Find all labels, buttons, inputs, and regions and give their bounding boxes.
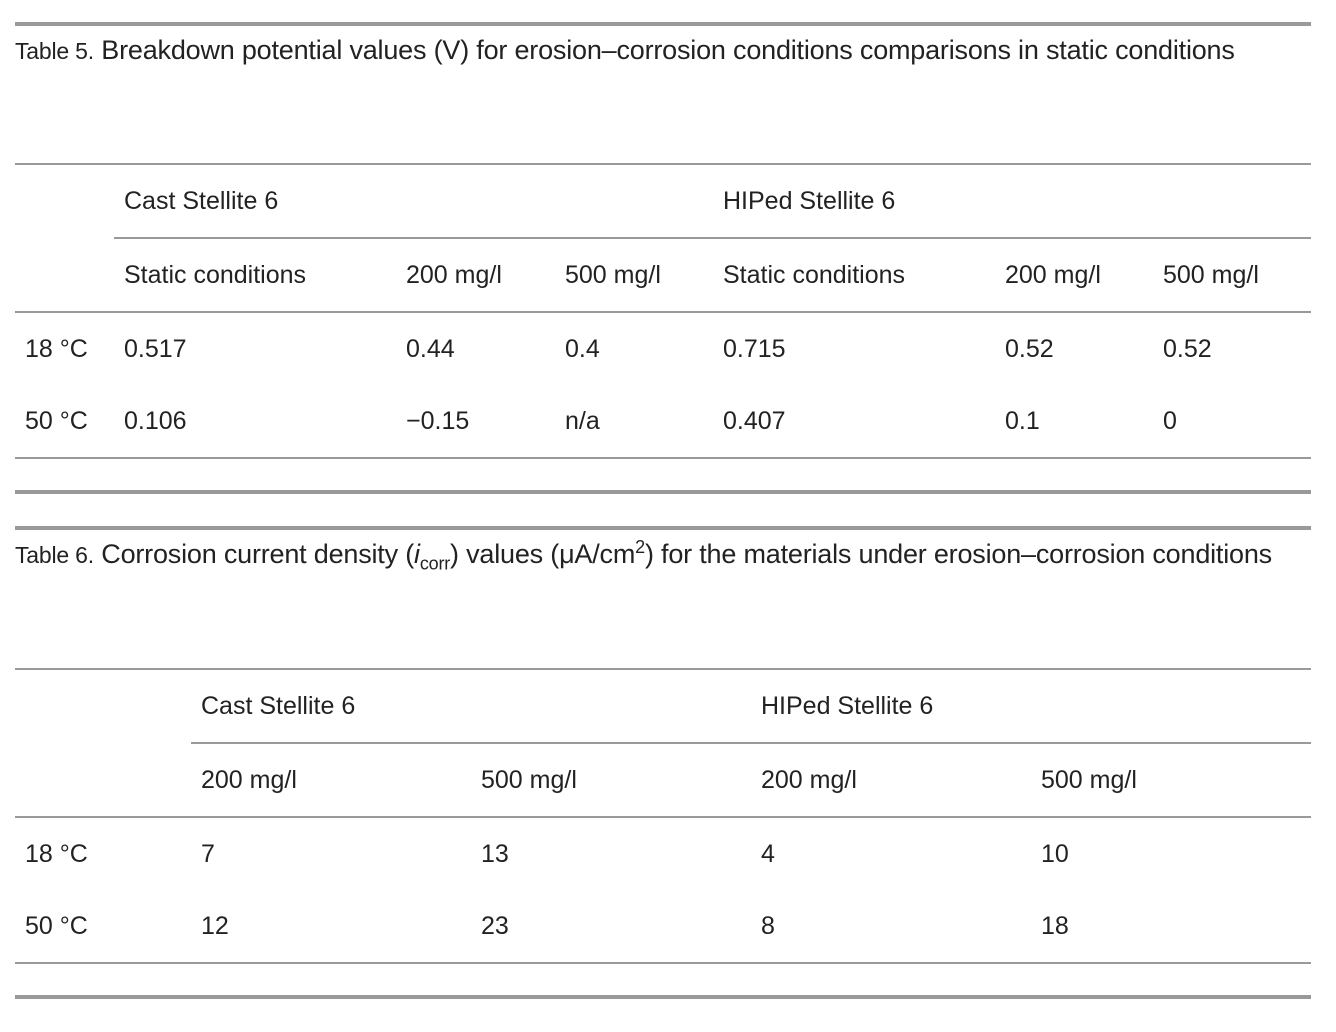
cell: 13 xyxy=(481,839,509,868)
table6-group-header-row: Cast Stellite 6 HIPed Stellite 6 xyxy=(15,668,1312,744)
cell: 12 xyxy=(191,890,471,964)
cell: 0 xyxy=(1153,385,1312,459)
table5-label: Table 5. xyxy=(15,38,94,64)
cell: 4 xyxy=(761,839,775,868)
cell: 0.4 xyxy=(565,334,600,363)
table5-subheader: 500 mg/l xyxy=(555,238,713,313)
cell: 0.44 xyxy=(406,334,455,363)
table6-caption: Table 6. Corrosion current density (icor… xyxy=(15,537,1272,574)
table6-subheader-row: 200 mg/l 500 mg/l 200 mg/l 500 mg/l xyxy=(15,743,1312,818)
table-row: 50 °C 0.106 −0.15 n/a 0.407 0.1 0 xyxy=(15,385,1312,459)
table6: Cast Stellite 6 HIPed Stellite 6 200 mg/… xyxy=(15,668,1312,964)
cell: 0.106 xyxy=(114,385,396,459)
table5: Cast Stellite 6 HIPed Stellite 6 Static … xyxy=(15,163,1312,459)
table6-top-rule xyxy=(15,526,1311,530)
table6-subheader: 200 mg/l xyxy=(191,743,471,818)
table6-subheader: 500 mg/l xyxy=(1031,743,1312,818)
cell: 18 xyxy=(1031,890,1312,964)
table6-label: Table 6. xyxy=(15,542,94,568)
row-label: 50 °C xyxy=(15,385,114,459)
table6-corner xyxy=(15,668,191,743)
table-row: 50 °C 12 23 8 18 xyxy=(15,890,1312,964)
cell: 0.52 xyxy=(1163,334,1212,363)
table5-caption: Table 5. Breakdown potential values (V) … xyxy=(15,24,1315,77)
cell: 0.52 xyxy=(1005,334,1054,363)
table6-group-hiped: HIPed Stellite 6 xyxy=(751,668,1312,744)
cell: n/a xyxy=(555,385,713,459)
cell: 0.407 xyxy=(713,385,995,459)
table5-top-rule xyxy=(15,22,1311,26)
row-label: 18 °C xyxy=(25,839,88,868)
cell: −0.15 xyxy=(396,385,555,459)
row-label: 50 °C xyxy=(15,890,191,964)
table6-subheader: 200 mg/l xyxy=(751,743,1031,818)
cell: 23 xyxy=(471,890,751,964)
cell: 10 xyxy=(1041,839,1069,868)
cell: 0.517 xyxy=(124,334,187,363)
table5-group-header-row: Cast Stellite 6 HIPed Stellite 6 xyxy=(15,163,1312,239)
table-row: 18 °C 7 13 4 10 xyxy=(15,817,1311,890)
table5-group-cast: Cast Stellite 6 xyxy=(114,163,713,239)
table6-group-cast: Cast Stellite 6 xyxy=(191,668,751,744)
cell: 8 xyxy=(751,890,1031,964)
table-row: 18 °C 0.517 0.44 0.4 0.715 0.52 0.52 xyxy=(15,312,1311,385)
table5-corner xyxy=(15,163,114,238)
cell: 0.715 xyxy=(723,334,786,363)
table5-subheader: 200 mg/l xyxy=(995,238,1153,313)
table5-subheader: Static conditions xyxy=(114,238,396,313)
table5-subheader: 200 mg/l xyxy=(396,238,555,313)
cell: 7 xyxy=(201,839,215,868)
row-label: 18 °C xyxy=(25,334,88,363)
table5-group-hiped: HIPed Stellite 6 xyxy=(713,163,1312,239)
table5-caption-text: Breakdown potential values (V) for erosi… xyxy=(101,35,1235,65)
cell: 0.1 xyxy=(995,385,1153,459)
table6-bottom-rule xyxy=(15,995,1311,999)
table5-subheader-row: Static conditions 200 mg/l 500 mg/l Stat… xyxy=(15,238,1312,313)
table5-subheader: Static conditions xyxy=(713,238,995,313)
table6-subheader: 500 mg/l xyxy=(471,743,751,818)
table5-subheader: 500 mg/l xyxy=(1153,238,1312,313)
table5-bottom-rule xyxy=(15,490,1311,494)
